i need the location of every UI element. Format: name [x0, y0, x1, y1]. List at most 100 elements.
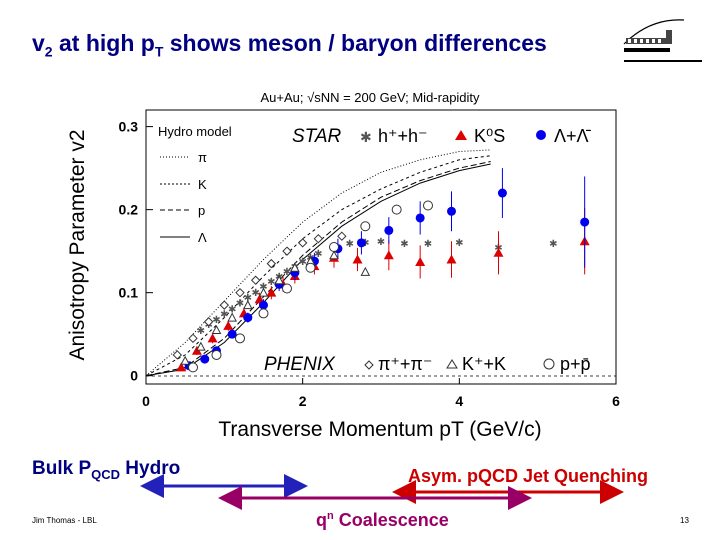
data-point-series-2: [227, 329, 237, 339]
data-point-series-5: [423, 200, 433, 211]
data-point-series-4: [274, 275, 285, 285]
legend-phenix-pi-marker: [364, 360, 374, 370]
legend-hydro-k: K: [198, 177, 207, 192]
legend-hydro-p: p: [198, 203, 205, 218]
data-point-series-2: [384, 225, 394, 235]
data-point-series-3: [203, 317, 214, 327]
data-point-series-0: ✱: [259, 282, 267, 293]
data-point-series-2: [415, 213, 425, 223]
data-points: ✱✱✱✱✱✱✱✱✱✱✱✱✱✱✱✱✱✱✱✱✱✱✱✱✱: [172, 168, 590, 373]
data-point-series-1: [223, 320, 234, 330]
data-point-series-5: [329, 242, 339, 252]
data-point-series-4: [211, 324, 222, 335]
x-tick-label: 4: [455, 393, 463, 409]
data-point-series-3: [172, 350, 183, 360]
data-point-series-0: ✱: [228, 304, 236, 315]
y-tick-label: 0.3: [119, 119, 139, 135]
data-point-series-3: [313, 233, 324, 244]
data-point-series-0: ✱: [345, 239, 353, 250]
legend-hydro-heading: Hydro model: [158, 124, 232, 139]
y-axis-label: Anisotropy Parameter v2: [66, 129, 89, 360]
y-tick-label: 0.2: [119, 202, 139, 218]
page-number: 13: [680, 516, 689, 525]
data-point-series-0: ✱: [549, 239, 557, 250]
data-point-series-2: [259, 300, 268, 310]
data-point-series-3: [219, 300, 230, 310]
x-axis-ticks: 0 2 4 6: [142, 378, 620, 409]
data-point-series-5: [258, 308, 269, 319]
x-tick-label: 0: [142, 393, 150, 409]
data-point-series-5: [235, 333, 245, 344]
data-point-series-0: ✱: [400, 239, 408, 250]
legend-hydro: Hydro model π K p Λ: [158, 124, 232, 245]
data-point-series-1: [207, 333, 218, 343]
data-point-series-0: ✱: [377, 237, 385, 248]
y-tick-label: 0.1: [119, 285, 139, 301]
data-point-series-0: ✱: [251, 288, 259, 299]
data-point-series-0: ✱: [244, 293, 252, 304]
data-point-series-0: ✱: [283, 267, 291, 278]
data-point-series-1: [352, 254, 363, 264]
legend-star-hh: h⁺+h⁻: [378, 126, 428, 146]
legend-star: STAR ✱ h⁺+h⁻ K⁰S Λ+Λ̄: [292, 126, 592, 147]
legend-hydro-pi: π: [198, 150, 207, 165]
data-point-series-2: [200, 354, 210, 364]
data-point-series-0: ✱: [197, 326, 205, 337]
legend-hydro-lambda: Λ: [198, 230, 207, 245]
legend-phenix-k: K⁺+K: [462, 354, 506, 374]
data-point-series-3: [282, 246, 292, 256]
footer-author: Jim Thomas - LBL: [32, 516, 97, 525]
legend-star-lambda: Λ+Λ̄: [554, 126, 592, 146]
title-rule: [624, 60, 702, 62]
data-point-series-0: ✱: [212, 315, 220, 326]
legend-star-heading: STAR: [292, 126, 342, 147]
v2-chart: Au+Au; √sNN = 200 GeV; Mid-rapidity ✱✱✱ ✱…: [66, 90, 620, 441]
bulk-pqcd-hydro-label: Bulk PQCD Hydro: [32, 458, 181, 482]
x-axis-label: Transverse Momentum pT (GeV/c): [218, 418, 541, 441]
legend-star-k0s-marker: [455, 130, 467, 140]
data-point-series-3: [337, 231, 347, 241]
data-point-series-5: [211, 349, 222, 360]
data-point-series-4: [227, 312, 238, 322]
coalescence-label: qn Coalescence: [316, 510, 449, 530]
data-point-series-1: [266, 287, 277, 297]
lab-logo: [623, 19, 685, 52]
data-point-series-0: ✱: [236, 299, 244, 310]
plot-frame: [145, 109, 617, 385]
data-point-series-4: [258, 287, 269, 297]
data-point-series-2: [580, 217, 590, 227]
hydro-curve-K: [145, 155, 491, 377]
legend-phenix-p-marker: [543, 358, 555, 370]
data-point-series-3: [235, 287, 245, 298]
data-point-series-0: ✱: [455, 238, 463, 249]
x-tick-label: 2: [299, 393, 307, 409]
data-point-series-4: [329, 250, 339, 260]
data-point-series-4: [195, 341, 206, 351]
data-point-series-5: [391, 204, 402, 215]
legend-phenix-heading: PHENIX: [264, 354, 336, 375]
data-point-series-4: [242, 300, 253, 310]
data-point-series-0: ✱: [424, 239, 432, 250]
slide-title: v2 at high pT shows meson / baryon diffe…: [32, 30, 547, 60]
legend-star-k0s: K⁰S: [474, 126, 505, 146]
data-point-series-1: [176, 362, 187, 372]
y-axis-ticks: 0 0.1 0.2 0.3: [119, 119, 153, 384]
data-point-series-2: [447, 206, 456, 216]
data-point-series-2: [497, 188, 507, 198]
data-point-series-3: [188, 333, 198, 344]
data-point-series-4: [360, 266, 371, 276]
data-point-series-5: [360, 221, 371, 232]
data-point-series-1: [446, 254, 457, 264]
data-point-series-4: [289, 262, 300, 272]
data-point-series-4: [180, 355, 191, 365]
data-point-series-3: [297, 238, 308, 248]
data-point-series-0: ✱: [314, 249, 322, 260]
legend-phenix-pi: π⁺+π⁻: [378, 354, 432, 374]
data-point-series-0: ✱: [267, 277, 275, 288]
data-point-series-2: [356, 238, 366, 248]
data-point-series-5: [188, 362, 198, 373]
legend-phenix: PHENIX π⁺+π⁻ K⁺+K p+p̄: [264, 354, 591, 375]
data-point-series-2: [243, 313, 253, 323]
data-point-series-0: ✱: [298, 257, 306, 268]
legend-phenix-p: p+p̄: [560, 354, 591, 374]
